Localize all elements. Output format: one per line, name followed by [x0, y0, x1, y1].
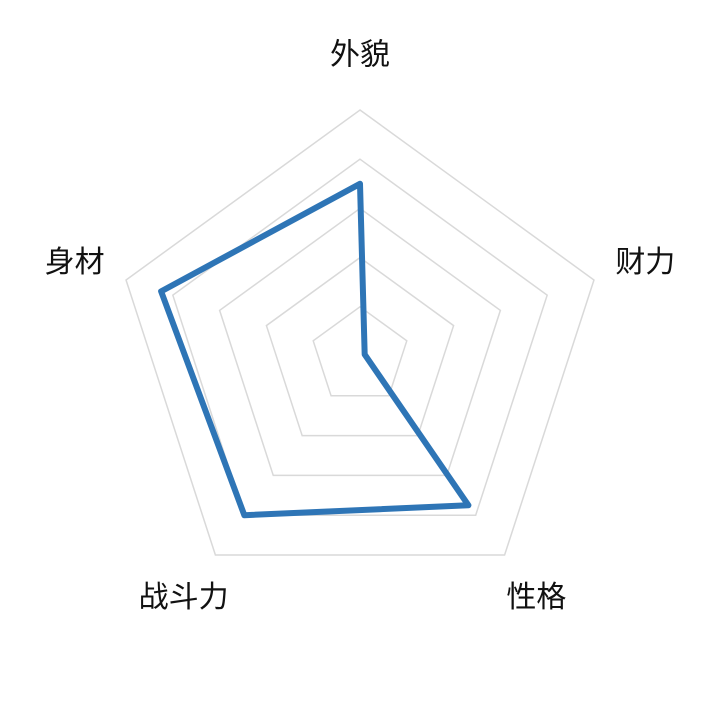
data-line	[158, 180, 472, 519]
grid-ring	[218, 207, 502, 477]
axis-label: 身材	[45, 245, 105, 280]
axis-label: 战斗力	[139, 580, 229, 615]
grid-ring	[171, 158, 549, 516]
axis-label: 性格	[506, 580, 566, 615]
axis-label: 外貌	[330, 38, 390, 73]
axis-label: 财力	[615, 245, 675, 280]
grid-ring	[312, 305, 408, 397]
grid-ring	[265, 256, 455, 437]
grid-ring	[125, 109, 595, 556]
